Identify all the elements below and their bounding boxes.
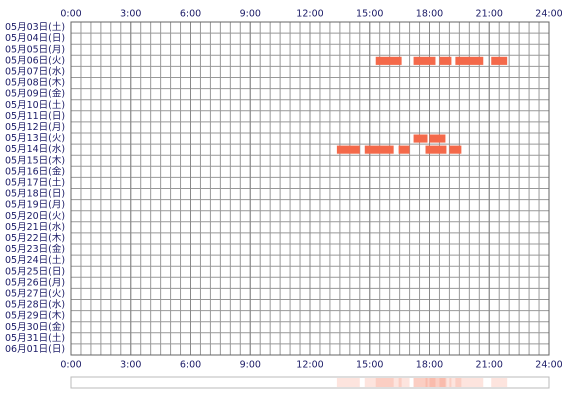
summary-segment <box>413 378 436 387</box>
row-label: 05月05日(月) <box>5 44 65 55</box>
row-label: 05月11日(日) <box>5 111 65 122</box>
summary-segment <box>336 378 360 387</box>
row-label: 05月18日(日) <box>5 189 65 200</box>
x-tick-label: 0:00 <box>60 360 81 371</box>
row-label: 05月24日(土) <box>5 254 65 266</box>
row-label: 05月28日(水) <box>5 299 65 311</box>
row-label: 05月27日(火) <box>5 288 65 299</box>
activity-bar <box>336 145 360 154</box>
x-tick-label: 21:00 <box>476 360 503 371</box>
plot-border <box>70 21 550 356</box>
summary-segment <box>449 378 462 387</box>
activity-bar <box>449 145 462 154</box>
summary-segment <box>413 378 428 387</box>
row-label: 05月16日(金) <box>5 165 65 177</box>
x-tick-label: 18:00 <box>416 9 443 20</box>
x-tick-label: 24:00 <box>535 360 562 371</box>
x-tick-label: 3:00 <box>120 360 141 371</box>
activity-bar <box>439 56 452 65</box>
row-label: 05月20日(火) <box>5 211 65 222</box>
row-label: 05月13日(火) <box>5 133 65 144</box>
row-label: 05月03日(土) <box>5 21 65 33</box>
activity-bar <box>375 56 402 65</box>
summary-segment <box>425 378 447 387</box>
x-tick-label: 18:00 <box>416 360 443 371</box>
row-label: 05月15日(木) <box>5 154 65 166</box>
activity-bar <box>364 145 394 154</box>
row-label: 05月22日(木) <box>5 232 65 244</box>
activity-bar <box>491 56 508 65</box>
summary-segment <box>455 378 484 387</box>
summary-segment <box>429 378 446 387</box>
row-label: 05月21日(水) <box>5 221 65 233</box>
x-tick-label: 24:00 <box>535 9 562 20</box>
summary-segment <box>398 378 410 387</box>
x-tick-label: 15:00 <box>356 9 383 20</box>
row-label: 05月30日(金) <box>5 321 65 333</box>
row-label: 05月09日(金) <box>5 88 65 100</box>
row-label: 05月06日(火) <box>5 55 65 66</box>
row-label: 05月25日(日) <box>5 266 65 277</box>
summary-segment <box>439 378 452 387</box>
x-tick-label: 12:00 <box>296 9 323 20</box>
activity-bar <box>413 56 436 65</box>
row-label: 05月29日(木) <box>5 310 65 322</box>
row-label: 05月07日(水) <box>5 65 65 77</box>
summary-segment <box>364 378 394 387</box>
activity-bar <box>455 56 484 65</box>
x-tick-label: 9:00 <box>240 9 261 20</box>
x-tick-label: 3:00 <box>120 9 141 20</box>
summary-segment <box>491 378 508 387</box>
activity-bar <box>425 145 447 154</box>
x-tick-label: 6:00 <box>180 9 201 20</box>
x-tick-label: 6:00 <box>180 360 201 371</box>
row-label: 05月31日(土) <box>5 332 65 344</box>
row-label: 05月19日(月) <box>5 200 65 211</box>
row-label: 05月10日(土) <box>5 99 65 111</box>
row-label: 06月01日(日) <box>5 344 65 355</box>
summary-segment <box>375 378 402 387</box>
row-label: 05月23日(金) <box>5 243 65 255</box>
x-tick-label: 15:00 <box>356 360 383 371</box>
activity-bar <box>398 145 410 154</box>
row-label: 05月17日(土) <box>5 176 65 188</box>
row-label: 05月14日(水) <box>5 143 65 155</box>
summary-strip <box>70 376 550 389</box>
x-tick-label: 9:00 <box>240 360 261 371</box>
row-label: 05月04日(日) <box>5 33 65 44</box>
row-label: 05月12日(月) <box>5 122 65 133</box>
row-label: 05月08日(木) <box>5 77 65 89</box>
activity-bar <box>413 134 428 143</box>
row-label: 05月26日(月) <box>5 277 65 288</box>
x-tick-label: 21:00 <box>476 9 503 20</box>
x-tick-label: 0:00 <box>60 9 81 20</box>
activity-bar <box>429 134 446 143</box>
x-tick-label: 12:00 <box>296 360 323 371</box>
